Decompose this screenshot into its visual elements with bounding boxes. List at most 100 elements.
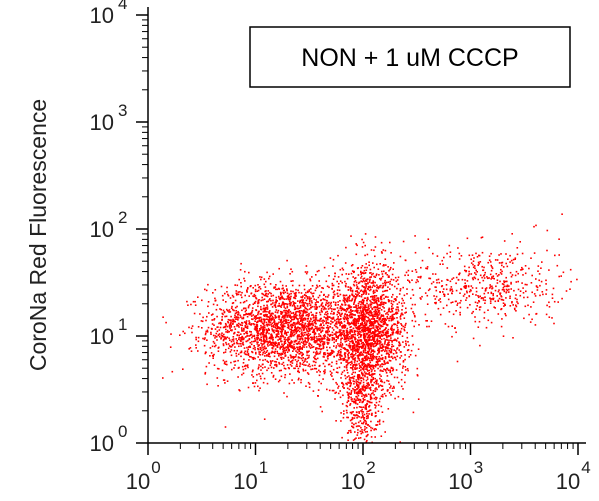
data-point [363,347,366,350]
data-point [329,303,332,305]
data-point [341,267,344,270]
data-point [332,308,335,311]
data-point [382,303,385,306]
data-point [519,290,522,292]
data-point [380,277,383,280]
data-point [424,313,427,316]
data-point [285,313,287,315]
data-point [397,283,400,285]
data-point [320,291,323,293]
data-point [207,305,209,308]
data-point [281,330,283,332]
data-point [251,351,254,354]
data-point [318,374,321,377]
data-point [385,334,387,336]
data-point [263,329,265,331]
data-point [344,313,347,315]
data-point [358,425,361,427]
data-point [385,395,387,397]
data-point [265,314,267,317]
data-point [356,406,358,409]
data-point [291,332,294,335]
data-point [296,361,298,363]
data-point [361,411,363,413]
data-point [269,337,272,339]
data-point [264,286,267,288]
data-point [352,358,354,361]
data-point [277,339,279,341]
data-point [308,342,310,345]
data-point [505,288,508,291]
data-point [314,357,316,360]
data-point [289,343,291,345]
data-point [355,379,358,381]
data-point [370,276,372,278]
data-point [327,312,329,315]
data-point [282,320,284,323]
data-point [283,298,286,300]
data-point [397,331,400,333]
data-point [365,322,368,324]
data-point [274,378,277,380]
data-point [316,357,319,360]
data-point [257,336,259,339]
data-point [271,318,274,321]
data-point [290,316,292,318]
data-point [378,314,380,316]
data-point [310,297,312,300]
data-point [272,329,274,332]
data-point [307,351,309,353]
data-point [380,334,383,337]
data-point [197,326,200,328]
data-point [369,329,372,332]
data-point [250,324,252,326]
data-point [357,317,360,320]
data-point [434,302,436,304]
data-point [316,328,318,330]
data-point [271,334,273,336]
data-point [346,405,349,408]
data-point [483,274,486,276]
data-point [396,348,398,350]
data-point [384,284,387,287]
data-point [364,431,367,433]
data-point [283,302,285,305]
data-point [475,252,477,255]
data-point [369,398,372,401]
data-point [251,370,254,373]
data-point [369,304,372,306]
data-point [284,351,286,354]
data-point [300,299,303,301]
data-point [243,337,245,339]
data-point [346,387,349,390]
data-point [440,285,443,288]
data-point [287,297,289,299]
data-point [267,329,270,331]
data-point [332,296,335,298]
data-point [372,367,375,370]
data-point [286,314,289,317]
data-point [398,349,400,351]
data-point [312,313,314,316]
data-point [374,388,376,390]
data-point [308,363,311,366]
data-point [307,330,309,333]
data-point [344,374,346,377]
data-point [385,318,387,321]
data-point [225,328,227,331]
data-point [383,337,385,340]
data-point [186,300,188,303]
data-point [310,336,313,339]
data-point [396,347,399,349]
data-point [388,356,391,358]
data-point [282,361,285,364]
data-point [367,343,369,346]
data-point [374,285,376,288]
data-point [204,371,207,374]
data-point [377,286,380,288]
data-point [241,373,243,376]
data-point [362,350,365,353]
data-point [245,320,248,322]
data-point [345,282,347,285]
data-point [359,339,361,341]
